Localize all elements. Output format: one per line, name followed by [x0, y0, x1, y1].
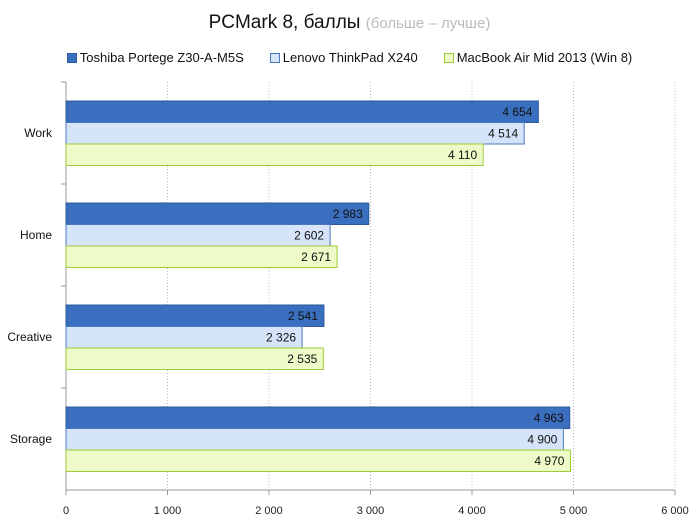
legend-item: Toshiba Portege Z30-A-M5S	[66, 50, 244, 65]
bar	[65, 406, 571, 429]
legend-label: Toshiba Portege Z30-A-M5S	[79, 50, 244, 65]
x-tick-label: 0	[63, 505, 69, 517]
legend-label: Lenovo ThinkPad X240	[282, 50, 418, 65]
category-label: Work	[24, 126, 53, 140]
category-label: Home	[20, 228, 52, 242]
legend-swatch	[66, 52, 77, 63]
chart-title: PCMark 8, баллы (больше – лучше)	[0, 12, 699, 34]
bar	[65, 143, 484, 166]
legend-label: MacBook Air Mid 2013 (Win 8)	[456, 50, 633, 65]
x-tick-label: 5 000	[560, 505, 588, 517]
bar	[65, 122, 525, 145]
data-label: 4 514	[488, 127, 518, 141]
subtitle-text: (больше – лучше)	[365, 15, 491, 32]
bar	[65, 202, 370, 225]
legend-swatch	[443, 52, 454, 63]
x-tick-label: 4 000	[458, 505, 486, 517]
data-label: 4 110	[448, 148, 477, 162]
title-text: PCMark 8, баллы	[208, 12, 361, 33]
category-label: Creative	[7, 330, 52, 344]
category-label: Storage	[10, 432, 52, 446]
data-label: 4 963	[534, 411, 564, 425]
bar	[65, 449, 571, 472]
bar	[65, 347, 324, 370]
data-label: 2 541	[288, 309, 318, 323]
bar	[65, 304, 325, 327]
data-label: 2 983	[333, 207, 363, 221]
legend-swatch	[269, 52, 280, 63]
data-label: 4 970	[534, 454, 564, 468]
data-label: 2 326	[266, 331, 296, 345]
bar	[65, 428, 564, 451]
legend-item: MacBook Air Mid 2013 (Win 8)	[443, 50, 633, 65]
x-tick-label: 1 000	[154, 505, 182, 517]
bar	[65, 100, 539, 123]
x-tick-label: 3 000	[357, 505, 385, 517]
data-label: 4 654	[502, 105, 532, 119]
data-label: 2 602	[294, 229, 324, 243]
data-label: 2 671	[301, 250, 331, 264]
legend-item: Lenovo ThinkPad X240	[269, 50, 418, 65]
data-label: 4 900	[527, 433, 557, 447]
x-tick-label: 6 000	[661, 505, 689, 517]
bar	[65, 245, 338, 268]
x-tick-label: 2 000	[255, 505, 283, 517]
bar	[65, 224, 331, 247]
data-label: 2 535	[287, 352, 317, 366]
legend: Toshiba Portege Z30-A-M5S Lenovo ThinkPa…	[0, 50, 699, 65]
